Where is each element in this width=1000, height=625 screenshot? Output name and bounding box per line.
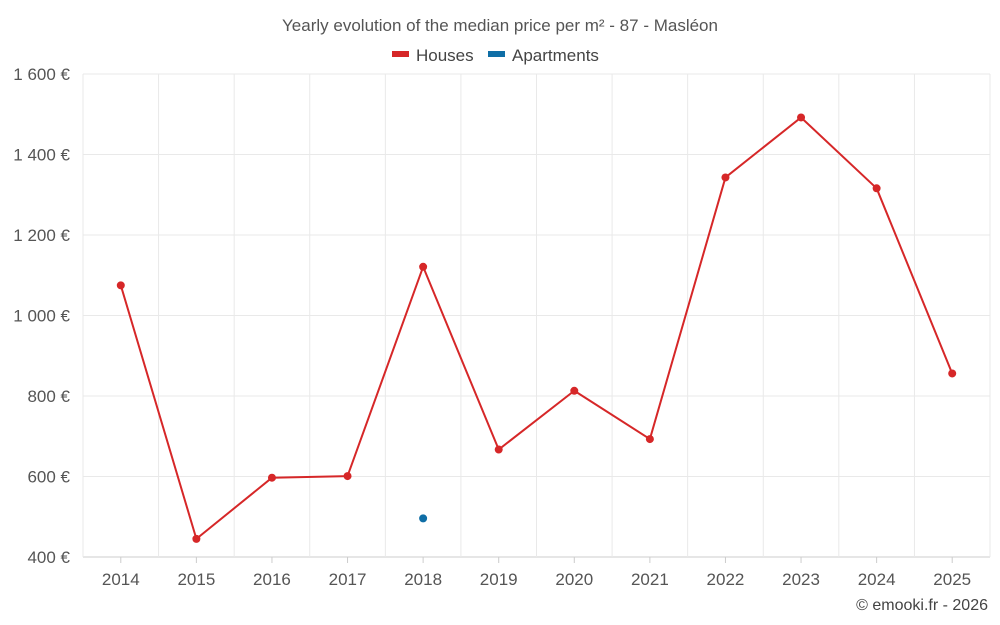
data-point-houses[interactable] <box>116 281 125 290</box>
data-point-houses[interactable] <box>948 369 957 378</box>
legend-label-apartments[interactable]: Apartments <box>512 46 599 65</box>
legend-swatch-houses <box>392 51 409 57</box>
legend: Houses Apartments <box>392 46 599 65</box>
y-tick-label: 1 000 € <box>13 307 70 326</box>
data-point-houses[interactable] <box>192 534 201 543</box>
y-tick-label: 1 400 € <box>13 146 70 165</box>
x-tick-label: 2022 <box>707 570 745 589</box>
x-tick-label: 2025 <box>933 570 971 589</box>
x-tick-label: 2016 <box>253 570 291 589</box>
y-tick-label: 600 € <box>27 468 70 487</box>
x-tick-label: 2015 <box>177 570 215 589</box>
credit-text: © emooki.fr - 2026 <box>856 597 988 614</box>
y-tick-label: 1 200 € <box>13 226 70 245</box>
series <box>116 113 957 543</box>
x-tick-label: 2018 <box>404 570 442 589</box>
data-point-houses[interactable] <box>494 445 503 454</box>
legend-label-houses[interactable]: Houses <box>416 46 474 65</box>
y-tick-label: 800 € <box>27 387 70 406</box>
x-tick-label: 2020 <box>555 570 593 589</box>
x-tick-label: 2019 <box>480 570 518 589</box>
x-tick-label: 2023 <box>782 570 820 589</box>
x-tick-label: 2024 <box>858 570 896 589</box>
data-point-houses[interactable] <box>797 113 806 122</box>
x-tick-label: 2014 <box>102 570 140 589</box>
data-point-houses[interactable] <box>343 472 352 481</box>
x-tick-label: 2021 <box>631 570 669 589</box>
legend-swatch-apartments <box>488 51 505 57</box>
data-point-houses[interactable] <box>570 386 579 395</box>
y-tick-label: 400 € <box>27 548 70 567</box>
chart-title: Yearly evolution of the median price per… <box>282 16 718 35</box>
data-point-houses[interactable] <box>645 435 654 444</box>
x-tick-label: 2017 <box>329 570 367 589</box>
y-axis-ticks: 400 € 600 € 800 € 1 000 € 1 200 € 1 400 € 1 60… <box>13 65 70 567</box>
series-line-houses <box>119 116 954 540</box>
y-tick-label: 1 600 € <box>13 65 70 84</box>
data-point-apartments[interactable] <box>419 514 428 523</box>
data-point-houses[interactable] <box>419 262 428 271</box>
data-point-houses[interactable] <box>872 184 881 193</box>
grid <box>82 73 991 558</box>
data-point-houses[interactable] <box>721 173 730 182</box>
data-point-houses[interactable] <box>267 473 276 482</box>
x-axis-ticks: 2014 2015 2016 2017 2018 2019 2020 2021 2022 2023… <box>102 557 971 589</box>
